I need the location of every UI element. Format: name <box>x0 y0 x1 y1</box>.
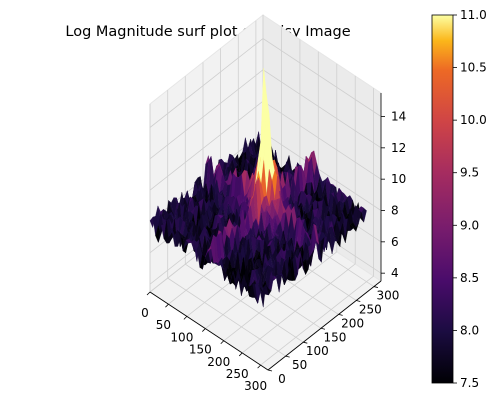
x-tick-mark <box>146 291 151 296</box>
y-grid-line <box>184 76 304 343</box>
z-tick-label: 4 <box>391 266 399 280</box>
x-grid-line <box>260 88 375 366</box>
z-tick-label: 8 <box>391 204 399 218</box>
x-tick-label: 50 <box>156 318 171 332</box>
y-tick-label: 200 <box>341 316 364 330</box>
x-tick-label: 100 <box>170 330 193 344</box>
y-tick-label: 250 <box>359 302 382 316</box>
y-tick-mark <box>285 355 290 358</box>
z-tick-label: 10 <box>391 172 406 186</box>
y-tick-mark <box>267 369 273 372</box>
x-tick-mark <box>257 364 261 369</box>
x-axis-line <box>149 291 269 371</box>
y-axis-line <box>267 280 382 371</box>
y-tick-mark <box>320 327 326 330</box>
colorbar-gradient <box>431 14 454 384</box>
x-tick-label: 0 <box>141 306 149 320</box>
y-tick-label: 100 <box>306 344 329 358</box>
y-tick-label: 150 <box>324 330 347 344</box>
colorbar: 7.5 8.0 8.5 9.0 9.5 10.0 10.5 11.0 <box>431 8 487 390</box>
x-tick-label: 250 <box>226 367 249 381</box>
colorbar-ticks: 7.5 8.0 8.5 9.0 9.5 10.0 10.5 11.0 <box>453 8 487 390</box>
x-tick-mark <box>220 340 225 345</box>
colorbar-tick-label: 10.5 <box>460 61 487 75</box>
y-tick-mark <box>373 286 379 288</box>
y-grid-line <box>167 90 286 357</box>
x-grid-line <box>241 75 356 354</box>
y-tick-label: 300 <box>376 289 399 303</box>
colorbar-tick-label: 8.0 <box>460 323 479 337</box>
z-grid-line <box>149 38 382 128</box>
x-tick-mark <box>183 316 188 320</box>
x-tick-label: 200 <box>207 355 230 369</box>
x-tick-mark <box>165 303 169 308</box>
surface-cell <box>257 283 264 308</box>
colorbar-tick-label: 11.0 <box>460 8 487 22</box>
chart-title: Log Magnitude surf plot of Noisy Image <box>65 24 350 40</box>
surface-mesh <box>149 68 367 308</box>
y-tick-label: 0 <box>278 372 286 386</box>
x-tick-mark <box>238 352 243 357</box>
z-tick-label: 14 <box>391 110 406 124</box>
colorbar-tick-label: 9.5 <box>460 166 479 180</box>
x-tick-label: 300 <box>244 379 267 393</box>
x-tick-label: 150 <box>189 343 212 357</box>
x-grid-line <box>223 63 338 342</box>
y-tick-mark <box>356 300 361 302</box>
colorbar-tick-label: 10.0 <box>460 113 487 127</box>
y-tick-mark <box>303 341 308 344</box>
y-tick-mark <box>338 313 343 316</box>
z-grid-line <box>149 69 382 160</box>
z-tick-label: 12 <box>391 141 406 155</box>
y-tick-label: 50 <box>292 358 307 372</box>
colorbar-tick-label: 7.5 <box>460 376 479 390</box>
x-tick-mark <box>202 328 206 332</box>
z-tick-label: 6 <box>391 235 399 249</box>
colorbar-tick-label: 8.5 <box>460 271 479 285</box>
colorbar-tick-label: 9.0 <box>460 218 479 232</box>
z-axis-ticks: 4 6 8 10 12 14 <box>381 110 406 280</box>
axis-lines <box>149 93 382 371</box>
